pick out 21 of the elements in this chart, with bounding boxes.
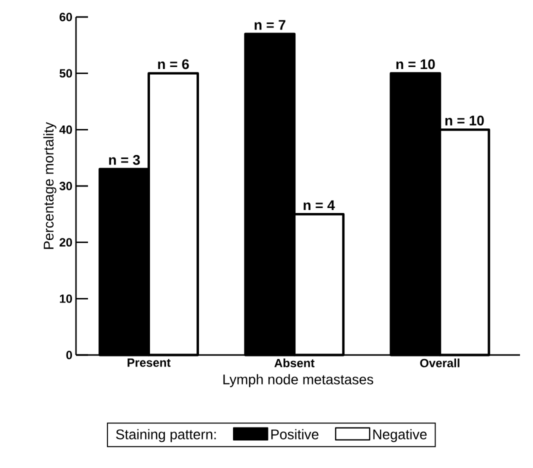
y-tick-label: 10 <box>60 294 72 303</box>
annotation: n = 4 <box>304 200 335 210</box>
x-tick-label: Absent <box>274 358 314 368</box>
annotation: n = 10 <box>445 116 484 126</box>
y-tick-label: 30 <box>59 182 72 190</box>
annotation: n = 6 <box>158 59 189 70</box>
x-tick-label: Present <box>128 358 171 367</box>
legend-label: Positive <box>271 429 318 440</box>
y-tick-label: 50 <box>60 69 72 78</box>
annotation: n = 3 <box>109 154 140 165</box>
y-axis-title: Percentage mortality <box>43 122 56 249</box>
legend-label: Negative <box>373 429 427 442</box>
annotation: n = 10 <box>396 59 435 70</box>
y-tick-label: 0 <box>66 350 72 360</box>
x-tick-label: Overall <box>420 358 460 368</box>
y-tick-label: 60 <box>60 12 72 22</box>
y-tick-label: 40 <box>59 125 72 134</box>
annotation: n = 7 <box>254 20 286 30</box>
x-axis-title: Lymph node metastases <box>223 374 374 388</box>
legend-title: Staining pattern: <box>116 429 216 442</box>
y-tick-label: 20 <box>60 238 72 247</box>
